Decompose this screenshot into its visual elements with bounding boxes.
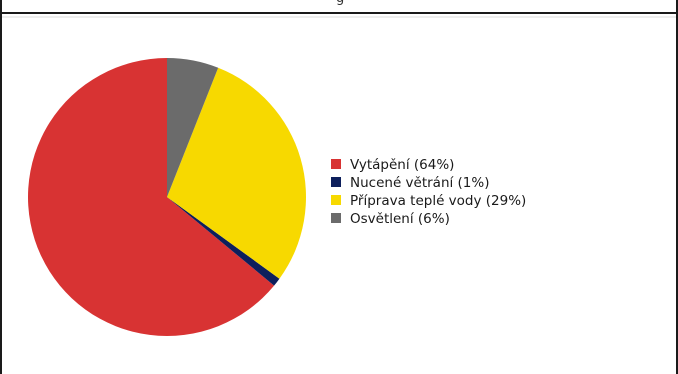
legend-swatch-1: [331, 159, 341, 169]
legend-label-4: Osvětlení (6%): [350, 211, 450, 227]
pie-slice-2: [167, 197, 280, 286]
pie-slice-4: [167, 58, 219, 197]
legend-label-2: Nucené větrání (1%): [350, 175, 490, 191]
pie-slices: [28, 58, 306, 336]
top-title-strip: g: [0, 0, 678, 14]
cropped-title-text: g: [336, 0, 344, 6]
legend-swatch-3: [331, 195, 341, 205]
legend-label-3: Příprava teplé vody (29%): [350, 193, 526, 209]
pie-slice-3: [167, 67, 306, 279]
pie-slice-1: [28, 58, 275, 336]
legend-swatch-4: [331, 213, 341, 223]
chart-legend: Vytápění (64%) Nucené větrání (1%) Příprav…: [331, 157, 526, 227]
top-divider: [2, 16, 676, 18]
legend-label-1: Vytápění (64%): [350, 157, 454, 173]
legend-swatch-2: [331, 177, 341, 187]
